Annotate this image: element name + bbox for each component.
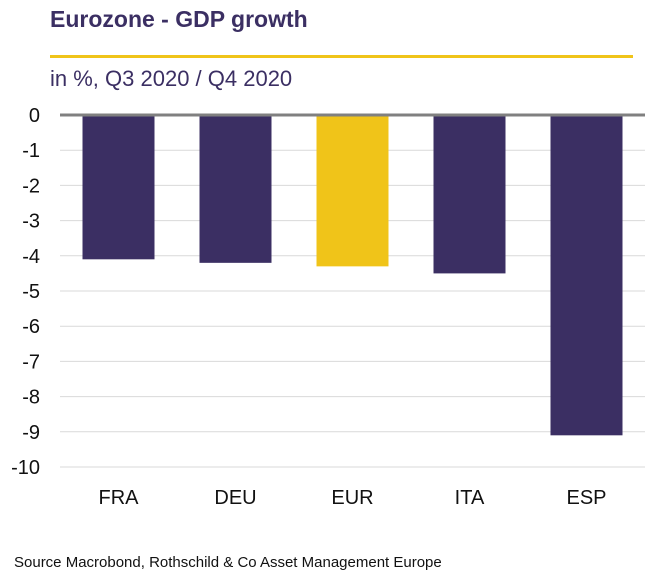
- chart-title: Eurozone - GDP growth: [50, 6, 308, 32]
- bar-ita: [433, 115, 506, 274]
- y-tick-label: -7: [22, 351, 40, 373]
- title-underline: [50, 55, 633, 58]
- x-tick-label: ITA: [455, 487, 485, 509]
- y-tick-label: -1: [22, 140, 40, 162]
- y-tick-label: -8: [22, 387, 40, 409]
- bars: [82, 115, 623, 436]
- x-tick-label: DEU: [214, 487, 256, 509]
- y-tick-label: -9: [22, 422, 40, 444]
- chart-subtitle: in %, Q3 2020 / Q4 2020: [50, 66, 293, 91]
- y-tick-label: -10: [11, 457, 40, 479]
- x-tick-label: FRA: [99, 487, 140, 509]
- y-tick-label: -6: [22, 316, 40, 338]
- y-tick-label: 0: [29, 105, 40, 127]
- x-tick-label: ESP: [566, 487, 606, 509]
- y-tick-label: -4: [22, 246, 40, 268]
- bar-fra: [82, 115, 155, 260]
- y-tick-label: -5: [22, 281, 40, 303]
- bar-eur: [316, 115, 389, 267]
- y-axis-ticks: 0 -1 -2 -3 -4 -5 -6 -7 -8 -9 -10: [11, 105, 40, 479]
- bar-deu: [199, 115, 272, 263]
- source-note: Source Macrobond, Rothschild & Co Asset …: [14, 554, 442, 571]
- x-tick-label: EUR: [331, 487, 373, 509]
- x-axis-ticks: FRA DEU EUR ITA ESP: [99, 487, 607, 509]
- bar-chart: 0 -1 -2 -3 -4 -5 -6 -7 -8 -9 -10 FRA DEU EUR ITA ESP: [11, 105, 645, 509]
- gridlines: [60, 149, 645, 468]
- y-tick-label: -2: [22, 175, 40, 197]
- y-tick-label: -3: [22, 211, 40, 233]
- bar-esp: [550, 115, 623, 436]
